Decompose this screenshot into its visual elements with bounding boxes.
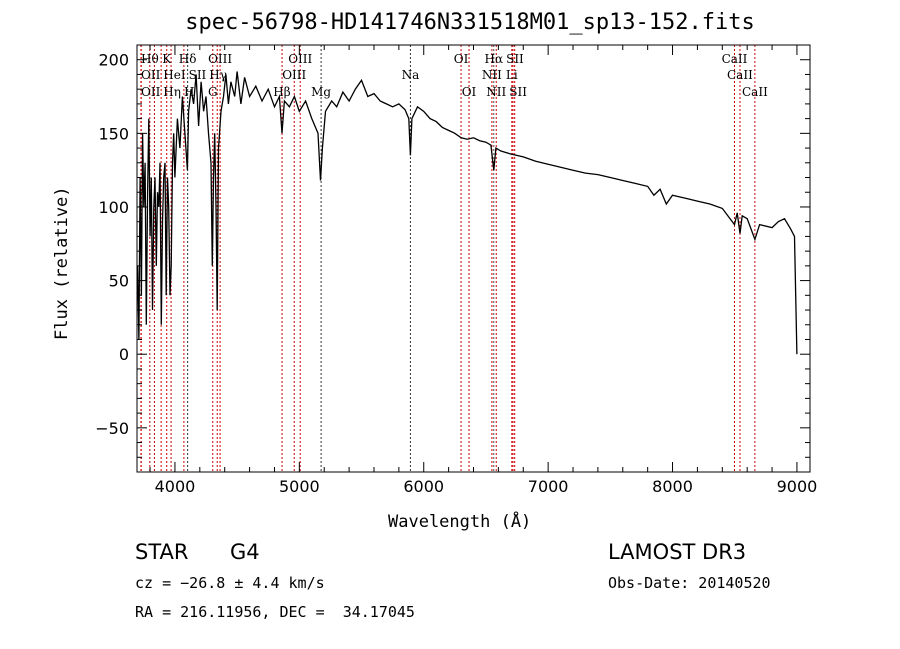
spectral-line-label: CaII (722, 52, 748, 66)
spectral-line-label: G (208, 85, 218, 99)
spectral-line-label: NII (482, 68, 502, 82)
spectral-line-label: OII (141, 85, 161, 99)
y-tick-label: 200 (98, 51, 129, 70)
object-subclass: G4 (230, 540, 260, 564)
spectral-line-label: H (184, 85, 194, 99)
spectral-line-label: OIII (288, 52, 312, 66)
spectral-line-label: OI (462, 85, 477, 99)
spectral-line-label: Na (402, 68, 420, 82)
y-tick-label: −50 (95, 419, 129, 438)
spectrum-line (136, 71, 798, 355)
spectral-line-label: HeI (163, 68, 186, 82)
spectral-line-label: Hγ (209, 68, 227, 82)
plot-frame (136, 44, 811, 473)
redshift-cz: cz = −26.8 ± 4.4 km/s (135, 574, 325, 592)
spectral-line-label: CaII (742, 85, 768, 99)
spectral-line-label: K (162, 52, 172, 66)
spectral-line-label: SII (506, 52, 524, 66)
coordinates: RA = 216.11956, DEC = 34.17045 (135, 603, 415, 621)
x-axis-label: Wavelength (Å) (388, 512, 532, 532)
spectral-line-label: OII (141, 68, 161, 82)
object-class: STAR (135, 540, 189, 564)
spectral-line-label: OI (454, 52, 469, 66)
spectral-line-label: Hη (163, 85, 181, 99)
spectral-line-label: Mg (311, 85, 331, 99)
x-tick-label: 5000 (279, 477, 320, 496)
x-tick-label: 4000 (155, 477, 196, 496)
y-tick-label: 100 (98, 198, 129, 217)
spectral-line-label: SII (509, 85, 527, 99)
spectral-line-label: Hδ (179, 52, 197, 66)
y-tick-label: 150 (98, 124, 129, 143)
spectral-line-label: Hα (485, 52, 504, 66)
spectral-line-label: OIII (282, 68, 306, 82)
obs-date: Obs-Date: 20140520 (608, 574, 771, 592)
spectral-line-label: Hβ (273, 85, 290, 99)
spectral-line-label: Hθ (141, 52, 159, 66)
spectral-line-label: Li (506, 68, 518, 82)
x-tick-label: 8000 (652, 477, 693, 496)
spectral-line-label: OIII (208, 52, 232, 66)
y-tick-label: 0 (119, 345, 129, 364)
x-tick-label: 6000 (403, 477, 444, 496)
spectral-line-label: SII (189, 68, 207, 82)
x-tick-label: 9000 (777, 477, 818, 496)
spectral-line-label: NII (486, 85, 506, 99)
y-axis-label: Flux (relative) (52, 186, 72, 340)
chart-title: spec-56798-HD141746N331518M01_sp13-152.f… (185, 10, 755, 35)
x-tick-label: 7000 (528, 477, 569, 496)
survey-name: LAMOST DR3 (608, 540, 747, 564)
spectral-line-label: CaII (727, 68, 753, 82)
y-tick-label: 50 (109, 272, 129, 291)
